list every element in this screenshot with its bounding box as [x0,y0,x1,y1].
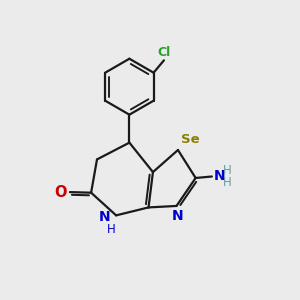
Text: N: N [214,169,226,183]
Text: Se: Se [181,133,200,146]
Text: N: N [99,210,111,224]
Text: O: O [54,184,66,200]
Text: Cl: Cl [157,46,170,59]
Text: H: H [223,164,232,176]
Text: H: H [106,223,115,236]
Text: H: H [223,176,232,190]
Text: N: N [172,209,184,224]
